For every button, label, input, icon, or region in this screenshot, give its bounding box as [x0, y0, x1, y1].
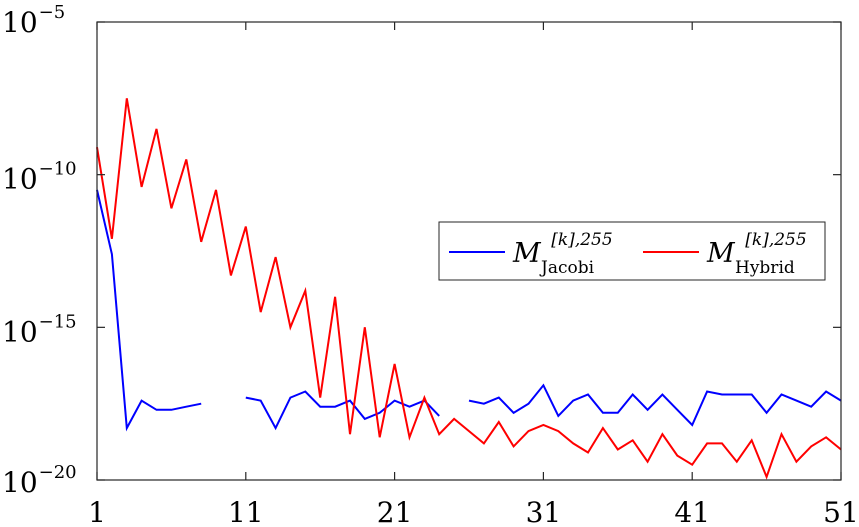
- x-tick-label-1: 11: [228, 496, 264, 527]
- y-tick-exponent-2: −15: [39, 311, 77, 332]
- x-tick-label-0: 1: [88, 496, 106, 527]
- y-tick-base-2: 10: [2, 315, 38, 348]
- y-tick-exponent-0: −5: [39, 2, 66, 23]
- legend-label-hybrid: M [k],255: [706, 230, 807, 269]
- y-tick-exponent-3: −20: [39, 462, 77, 483]
- series-line-jacobi-2: [468, 383, 842, 427]
- series-line-jacobi-1: [245, 390, 440, 431]
- y-tick-base-3: 10: [2, 466, 38, 499]
- legend: M [k],255 Jacobi M [k],255 Hybrid: [438, 221, 826, 281]
- series-line-jacobi-0: [96, 189, 202, 432]
- legend-symbol-hybrid: M: [706, 238, 736, 269]
- plot-frame: [96, 21, 842, 481]
- legend-superscript-hybrid: [k],255: [745, 230, 806, 250]
- legend-subscript-hybrid: Hybrid: [735, 258, 795, 278]
- x-tick-label-2: 21: [377, 496, 413, 527]
- x-tick-labels: 1 11 21 31 41 51: [88, 496, 859, 527]
- legend-superscript-jacobi: [k],255: [551, 230, 612, 250]
- x-tick-label-4: 41: [674, 496, 710, 527]
- y-tick-label-1: 10−10: [2, 159, 77, 196]
- y-tick-label-0: 10−5: [2, 2, 65, 39]
- series-layer: [96, 98, 842, 480]
- y-tick-label-2: 10−15: [2, 311, 77, 348]
- y-tick-exponent-1: −10: [39, 159, 77, 180]
- series-line-hybrid-0: [96, 98, 842, 480]
- tick-layer: [96, 21, 842, 481]
- legend-label-jacobi: M [k],255: [512, 230, 613, 269]
- y-tick-base-1: 10: [2, 163, 38, 196]
- x-tick-label-5: 51: [823, 496, 859, 527]
- legend-symbol-jacobi: M: [512, 238, 542, 269]
- y-tick-label-3: 10−20: [2, 462, 77, 499]
- x-tick-label-3: 31: [526, 496, 562, 527]
- y-tick-base-0: 10: [2, 6, 38, 39]
- legend-subscript-jacobi: Jacobi: [539, 258, 595, 278]
